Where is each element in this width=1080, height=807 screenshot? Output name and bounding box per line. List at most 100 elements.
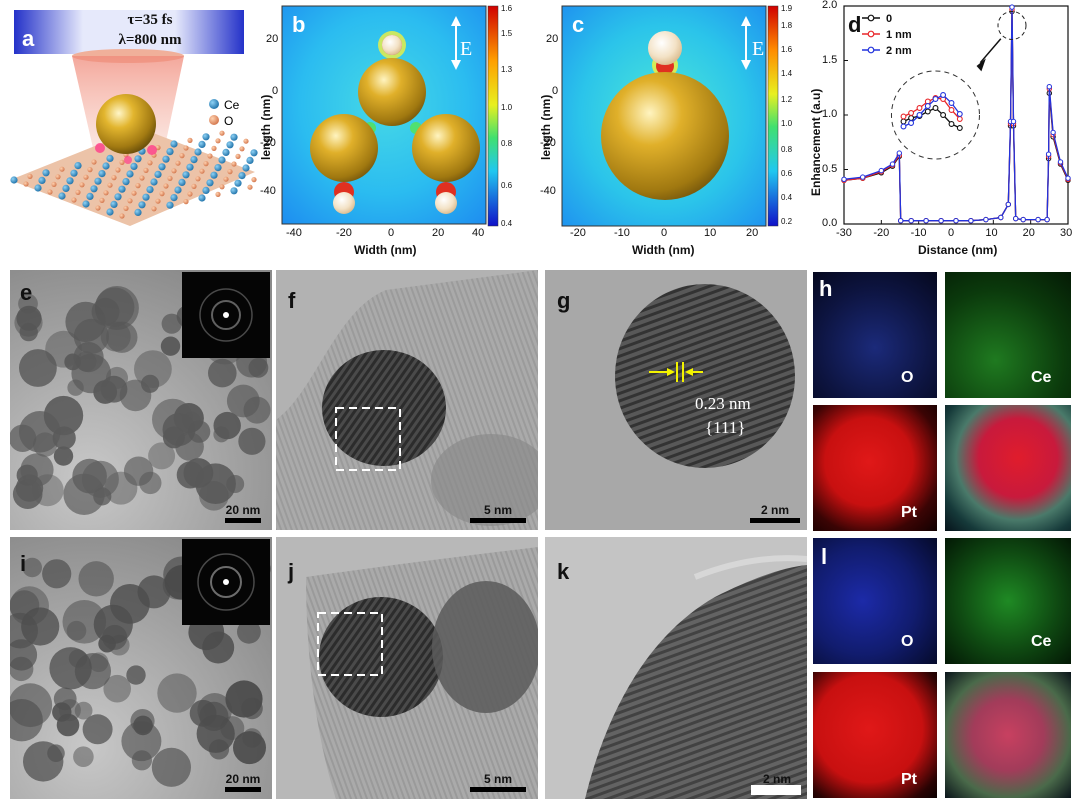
- y-tick: 0: [272, 85, 279, 97]
- y-tick: 20: [546, 33, 559, 45]
- tem-image-i: [10, 537, 272, 799]
- panel-label-f: f: [288, 288, 296, 313]
- lattice-spacing-label: 0.23 nm: [695, 394, 751, 413]
- panel-a-illustration: [10, 10, 258, 226]
- scale-label: 5 nm: [483, 503, 512, 517]
- data-point: [1020, 216, 1026, 223]
- panel-label-c: c: [572, 12, 585, 37]
- data-point: [983, 216, 989, 223]
- x-tick: -20: [873, 227, 890, 239]
- scale-label: 2 nm: [762, 772, 791, 786]
- colorbar-tick: 1.9: [781, 4, 793, 13]
- inset-data-point: [908, 110, 915, 116]
- inset-data-point: [924, 108, 931, 115]
- inset-data-point: [908, 115, 915, 121]
- ceo2-lattice: [10, 128, 258, 226]
- y-tick: -40: [260, 185, 276, 197]
- data-point: [1050, 129, 1056, 136]
- inset-data-point: [900, 118, 907, 125]
- data-point: [1005, 201, 1012, 208]
- data-point: [923, 218, 929, 224]
- y-tick: 0.0: [822, 217, 838, 229]
- panel-label-a: a: [22, 26, 35, 51]
- inset-data-point: [940, 92, 947, 98]
- x-tick: 20: [1022, 227, 1035, 239]
- data-point: [1045, 151, 1052, 157]
- colorbar-tick: 1.5: [501, 29, 513, 38]
- scale-label: 20 nm: [225, 503, 261, 517]
- element-label-pt: Pt: [901, 771, 917, 788]
- inset-data-point: [916, 112, 923, 118]
- y-axis-label: length (nm): [259, 94, 273, 160]
- panel-d: 0 1 nm 2 nm d Distance (nm) Enhancement (a…: [809, 0, 1080, 262]
- panel-k: k 2 nm: [545, 537, 807, 799]
- panel-j: j 5 nm: [276, 537, 538, 799]
- colorbar-tick: 0.6: [781, 169, 793, 178]
- y-axis-label: length (nm): [539, 94, 553, 160]
- legend-ce-marker: [209, 99, 219, 109]
- panel-e: e 20 nm: [10, 270, 272, 530]
- scale-bar-e: 20 nm: [218, 504, 268, 523]
- eds-map-o: l O: [813, 538, 937, 664]
- legend-o-label: O: [224, 114, 234, 128]
- fft-inset: [182, 539, 270, 625]
- inset-data-point: [948, 100, 955, 106]
- y-tick: 20: [266, 33, 279, 45]
- y-tick: 0: [552, 85, 559, 97]
- y-tick: 1.5: [822, 53, 838, 66]
- x-tick: 10: [985, 227, 998, 239]
- field-direction-label: E: [752, 38, 765, 60]
- legend-ce-label: Ce: [224, 98, 240, 112]
- colorbar-tick: 0.6: [501, 181, 513, 190]
- panel-label-g: g: [557, 288, 571, 313]
- colorbar-tick: 1.8: [781, 21, 793, 30]
- colorbar-tick: 1.0: [781, 119, 793, 128]
- panel-label-i: i: [20, 551, 27, 576]
- colorbar-tick: 1.0: [501, 103, 513, 112]
- hrtem-image-f: [276, 270, 538, 530]
- eds-map-overlay: [945, 672, 1071, 798]
- inset-data-point: [932, 105, 939, 111]
- series-line-2: [843, 7, 1069, 222]
- field-direction-label: E: [460, 38, 473, 60]
- panel-c: c E 20 0 -20 -40 -20 -10 0 10 20 Width (…: [534, 0, 810, 262]
- y-tick: -40: [540, 185, 556, 197]
- element-label-ce: Ce: [1031, 369, 1052, 386]
- panel-c-field-map: [561, 5, 779, 227]
- x-tick: -10: [910, 227, 927, 239]
- x-tick: -20: [336, 227, 352, 239]
- colorbar-tick: 1.3: [501, 65, 513, 74]
- data-point: [1013, 215, 1019, 222]
- data-point: [908, 218, 914, 224]
- colorbar-tick: 1.4: [781, 69, 793, 78]
- legend-entry: 0: [886, 13, 892, 25]
- data-point: [938, 218, 944, 224]
- x-axis-label: Width (nm): [354, 243, 417, 257]
- element-label-o: O: [901, 633, 914, 650]
- x-tick: -10: [614, 227, 630, 239]
- lattice-plane-label: {111}: [705, 418, 746, 437]
- scale-bar-i: 20 nm: [218, 773, 268, 792]
- colorbar-tick: 0.8: [501, 139, 513, 148]
- pulse-duration-label: τ=35 fs: [127, 12, 173, 28]
- scale-label: 20 nm: [225, 772, 261, 786]
- x-tick: -30: [836, 227, 852, 239]
- panel-f: f 5 nm: [276, 270, 538, 530]
- colorbar-tick: 1.6: [501, 4, 513, 13]
- colorbar-tick: 0.4: [781, 193, 793, 202]
- x-tick: -40: [286, 227, 302, 239]
- gold-sphere: [96, 94, 156, 154]
- hrtem-image-k: [545, 537, 807, 799]
- colorbar-tick: 0.8: [781, 145, 793, 154]
- inset-data-point: [956, 111, 963, 117]
- legend-entry: 2 nm: [886, 45, 912, 57]
- data-point: [1009, 4, 1015, 10]
- colorbar-tick: 1.6: [781, 45, 793, 54]
- wavelength-label: λ=800 nm: [118, 32, 182, 48]
- eds-map-pt: Pt: [813, 405, 937, 531]
- scale-bar-k: 2 nm: [751, 773, 803, 795]
- panel-g: g 0.23 nm {111} 2 nm: [545, 270, 807, 530]
- x-tick: 20: [746, 227, 759, 239]
- data-point: [889, 161, 896, 167]
- data-point: [968, 218, 974, 224]
